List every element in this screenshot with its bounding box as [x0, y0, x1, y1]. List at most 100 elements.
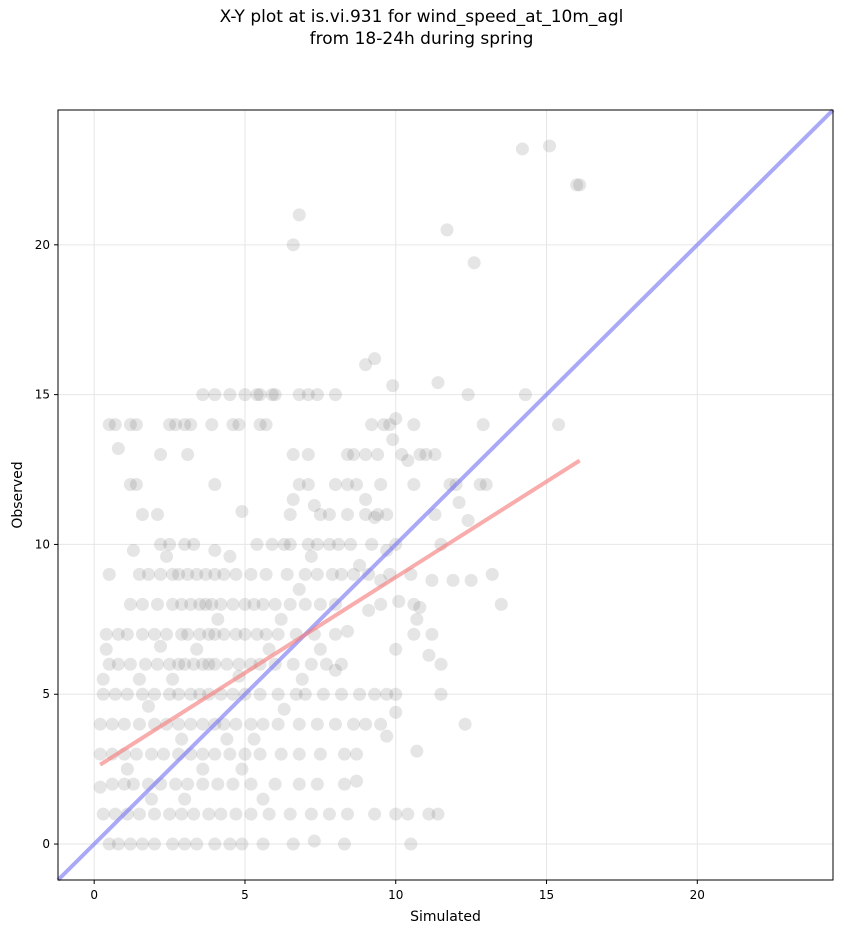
data-point — [374, 478, 388, 492]
data-point — [283, 537, 297, 551]
data-point — [172, 567, 186, 581]
data-point — [259, 627, 273, 641]
data-point — [111, 627, 125, 641]
data-point — [232, 418, 246, 432]
data-point — [120, 687, 134, 701]
data-point — [368, 687, 382, 701]
data-point — [247, 732, 261, 746]
data-point — [386, 379, 400, 393]
data-point — [135, 507, 149, 521]
data-point — [362, 603, 376, 617]
y-axis-label: Observed — [10, 461, 26, 528]
data-point — [389, 642, 403, 656]
data-point — [120, 627, 134, 641]
data-point — [129, 747, 143, 761]
data-point — [205, 597, 219, 611]
axis-ticks: 0 5 10 15 20 0 5 10 15 20 — [35, 238, 705, 902]
data-point — [181, 777, 195, 791]
data-point — [337, 747, 351, 761]
data-point — [301, 448, 315, 462]
data-point — [350, 747, 364, 761]
data-point — [147, 807, 161, 821]
data-point — [374, 597, 388, 611]
data-point — [316, 687, 330, 701]
data-point — [359, 358, 373, 372]
data-point — [123, 597, 137, 611]
data-point — [220, 657, 234, 671]
data-point — [102, 657, 116, 671]
reference-lines — [56, 108, 835, 882]
data-point — [178, 537, 192, 551]
data-point — [407, 418, 421, 432]
data-point — [151, 597, 165, 611]
data-point — [229, 567, 243, 581]
data-point — [184, 418, 198, 432]
data-point — [328, 478, 342, 492]
data-point — [347, 717, 361, 731]
y-tick-label: 0 — [42, 837, 50, 851]
data-point — [250, 388, 264, 402]
data-point — [334, 657, 348, 671]
data-point — [208, 627, 222, 641]
data-point — [422, 648, 436, 662]
data-point — [226, 777, 240, 791]
data-point — [256, 837, 270, 851]
data-point — [410, 612, 424, 626]
data-point — [235, 504, 249, 518]
data-point — [347, 448, 361, 462]
x-tick-label: 5 — [241, 888, 249, 902]
data-point — [319, 657, 333, 671]
data-point — [265, 537, 279, 551]
data-point — [166, 597, 180, 611]
data-point — [99, 627, 113, 641]
data-point — [208, 837, 222, 851]
data-point — [181, 448, 195, 462]
data-point — [334, 567, 348, 581]
data-point — [187, 807, 201, 821]
data-point — [304, 807, 318, 821]
data-point — [386, 433, 400, 447]
data-point — [105, 717, 119, 731]
data-point — [208, 543, 222, 557]
data-point — [147, 837, 161, 851]
data-point — [202, 627, 216, 641]
data-point — [380, 507, 394, 521]
data-point — [172, 687, 186, 701]
data-point — [226, 597, 240, 611]
data-point — [163, 687, 177, 701]
data-point — [301, 537, 315, 551]
data-point — [223, 837, 237, 851]
data-point — [108, 418, 122, 432]
data-point — [377, 418, 391, 432]
data-point — [340, 507, 354, 521]
data-point — [476, 418, 490, 432]
data-point — [313, 642, 327, 656]
data-point — [452, 495, 466, 509]
data-point — [389, 412, 403, 426]
data-point — [262, 642, 276, 656]
plot-frame — [57, 109, 834, 881]
data-point — [262, 807, 276, 821]
data-point — [157, 747, 171, 761]
data-point — [199, 567, 213, 581]
data-point — [132, 672, 146, 686]
data-point — [129, 418, 143, 432]
data-point — [389, 705, 403, 719]
data-point — [328, 627, 342, 641]
data-point — [552, 418, 566, 432]
data-point — [362, 567, 376, 581]
data-point — [135, 687, 149, 701]
data-point — [543, 139, 557, 153]
data-point — [337, 837, 351, 851]
data-point — [229, 807, 243, 821]
data-point — [389, 807, 403, 821]
data-point — [286, 448, 300, 462]
data-point — [244, 717, 258, 731]
data-point — [268, 777, 282, 791]
data-point — [350, 774, 364, 788]
data-point — [238, 627, 252, 641]
data-point — [313, 507, 327, 521]
data-point — [253, 388, 267, 402]
data-point — [350, 478, 364, 492]
data-point — [407, 597, 421, 611]
